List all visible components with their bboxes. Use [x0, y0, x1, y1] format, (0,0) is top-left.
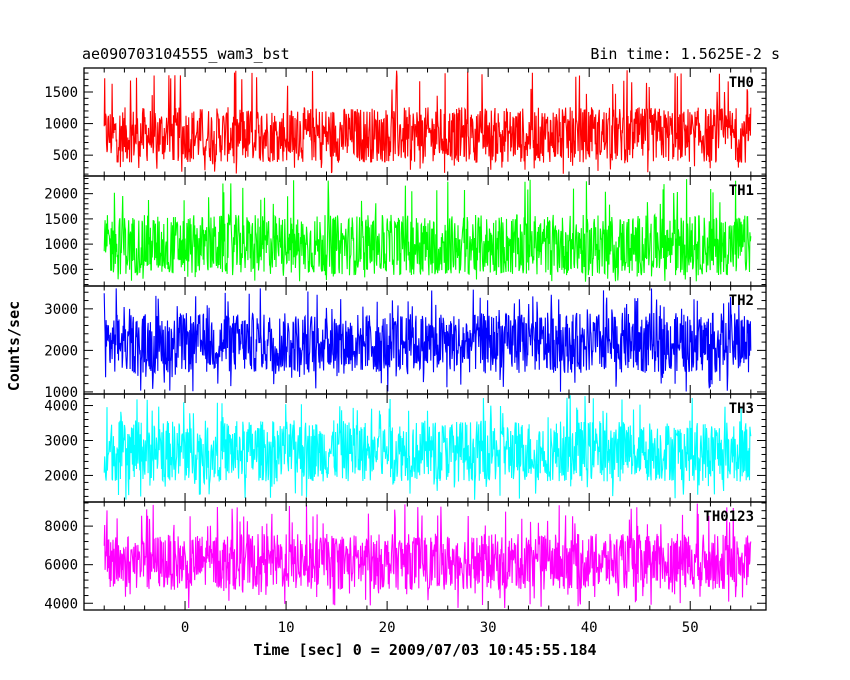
x-tick-label: 10	[278, 620, 295, 636]
y-tick-label-th2: 1000	[44, 385, 78, 401]
y-tick-label-th2: 3000	[44, 302, 78, 318]
panel-label-th1: TH1	[729, 183, 754, 199]
panel-label-th0: TH0	[729, 75, 754, 91]
y-tick-label-th3: 2000	[44, 468, 78, 484]
x-tick-label: 40	[581, 620, 598, 636]
y-tick-label-th1: 1000	[44, 237, 78, 253]
series-trace-th0123	[103, 503, 752, 609]
x-tick-label: 50	[682, 620, 699, 636]
x-axis-label: Time [sec] 0 = 2009/07/03 10:45:55.184	[253, 641, 596, 659]
panel-label-th0123: TH0123	[703, 509, 754, 525]
panel-th0: 500 1000 1500 TH0	[44, 67, 767, 177]
y-tick-label-th1: 2000	[44, 187, 78, 203]
panel-th2: 1000 2000 3000 TH2	[44, 285, 767, 401]
x-tick-label: 30	[480, 620, 497, 636]
y-tick-label-th0: 1000	[44, 117, 78, 133]
y-axis-label: Counts/sec	[5, 301, 23, 391]
panel-frame	[83, 501, 767, 611]
y-tick-label-th1: 1500	[44, 212, 78, 228]
panel-th0123: 4000 6000 8000 TH0123	[44, 501, 767, 612]
series-trace-th0	[103, 70, 752, 174]
y-tick-label-th0123: 6000	[44, 558, 78, 574]
y-tick-label-th2: 2000	[44, 343, 78, 359]
y-tick-label-th0: 500	[53, 148, 78, 164]
series-trace-th1	[103, 179, 752, 282]
y-tick-label-th3: 3000	[44, 433, 78, 449]
y-tick-label-th0: 1500	[44, 85, 78, 101]
panel-th1: 500 1000 1500 2000 TH1	[44, 175, 767, 287]
series-trace-th3	[103, 395, 752, 500]
panel-th3: 2000 3000 4000 TH3	[44, 393, 767, 503]
panel-label-th3: TH3	[729, 401, 754, 417]
x-tick-labels: 0 10 20 30 40 50	[181, 620, 699, 636]
y-tick-label-th0123: 4000	[44, 596, 78, 612]
x-tick-label: 0	[181, 620, 189, 636]
chart-title: ae090703104555_wam3_bst	[82, 45, 290, 63]
bin-time-label: Bin time: 1.5625E-2 s	[590, 45, 780, 63]
y-tick-label-th1: 500	[53, 262, 78, 278]
y-tick-label-th3: 4000	[44, 399, 78, 415]
panel-label-th2: TH2	[729, 293, 754, 309]
series-trace-th2	[103, 288, 752, 392]
x-tick-label: 20	[379, 620, 396, 636]
y-tick-label-th0123: 8000	[44, 519, 78, 535]
